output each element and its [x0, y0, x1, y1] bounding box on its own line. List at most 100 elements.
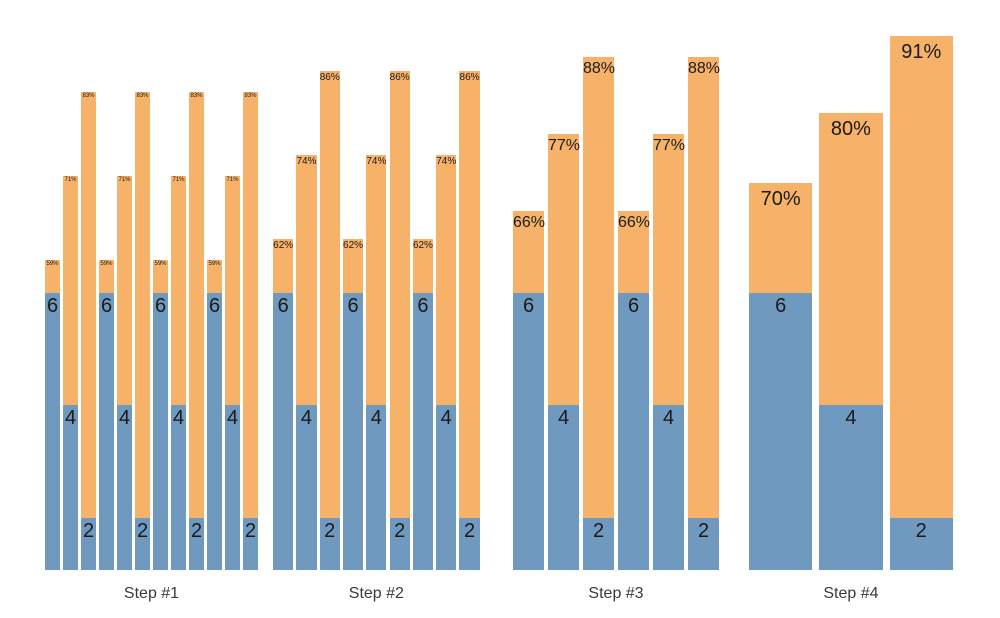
bar-percentage-label: 59% [46, 261, 59, 267]
bar-count-label: 4 [300, 407, 312, 429]
stacked-bar-blue-segment: 6 [153, 293, 168, 570]
bar-percentage-label: 91% [901, 41, 942, 63]
bar-percentage-label: 66% [513, 214, 546, 231]
bar-percentage-label: 83% [190, 93, 203, 99]
bar-percentage-label: 59% [208, 261, 221, 267]
bar-count-label: 2 [915, 520, 927, 542]
stacked-bar-orange-segment: 86% [459, 71, 480, 570]
stacked-bar-blue-segment: 4 [819, 405, 883, 570]
stacked-bar-blue-segment: 2 [583, 518, 614, 570]
bar-percentage-label: 71% [64, 177, 77, 183]
bar-count-label: 2 [190, 520, 203, 542]
bar-count-label: 6 [347, 295, 359, 317]
bar-count-label: 4 [557, 407, 570, 429]
stacked-bar-blue-segment: 6 [618, 293, 649, 570]
stacked-bar-blue-segment: 4 [171, 405, 186, 570]
stacked-bar-blue-segment: 6 [45, 293, 60, 570]
stacked-bar-blue-segment: 2 [81, 518, 96, 570]
bar-count-label: 6 [775, 295, 787, 317]
stacked-bar-orange-segment: 83% [243, 92, 258, 570]
stacked-bar-blue-segment: 4 [63, 405, 78, 570]
bar-percentage-label: 71% [118, 177, 131, 183]
bar-count-label: 2 [394, 520, 406, 542]
bar-percentage-label: 74% [296, 156, 317, 167]
x-axis-category-label: Step #3 [588, 585, 644, 602]
bar-count-label: 6 [100, 295, 113, 317]
bar-count-label: 4 [226, 407, 239, 429]
stacked-bar-blue-segment: 4 [117, 405, 132, 570]
bar-percentage-label: 62% [273, 240, 294, 251]
bar-count-label: 2 [592, 520, 605, 542]
bar-count-label: 4 [662, 407, 675, 429]
bar-count-label: 6 [417, 295, 429, 317]
stacked-bar-blue-segment: 6 [99, 293, 114, 570]
bar-percentage-label: 71% [172, 177, 185, 183]
bar-count-label: 2 [82, 520, 95, 542]
bar-percentage-label: 62% [343, 240, 364, 251]
stacked-bar-blue-segment: 4 [436, 405, 457, 570]
bar-count-label: 4 [370, 407, 382, 429]
bar-count-label: 6 [154, 295, 167, 317]
stacked-bar-blue-segment: 2 [243, 518, 258, 570]
bar-percentage-label: 86% [389, 72, 410, 83]
stacked-bar-orange-segment: 91% [889, 36, 953, 570]
bar-count-label: 4 [118, 407, 131, 429]
bar-count-label: 4 [64, 407, 77, 429]
stacked-bar-blue-segment: 6 [412, 293, 434, 570]
stacked-bar-blue-segment: 2 [889, 518, 953, 570]
stacked-bar-blue-segment: 6 [342, 293, 364, 570]
x-axis-category-label: Step #1 [123, 585, 180, 602]
stacked-bar-blue-segment: 4 [653, 405, 684, 570]
stacked-bar-blue-segment: 4 [548, 405, 579, 570]
bar-percentage-label: 70% [760, 188, 801, 210]
bar-percentage-label: 80% [830, 118, 871, 140]
stacked-bar-blue-segment: 4 [296, 405, 317, 570]
bar-percentage-label: 86% [459, 72, 480, 83]
bar-count-label: 2 [136, 520, 149, 542]
bar-percentage-label: 66% [618, 214, 651, 231]
stacked-bar-blue-segment: 6 [749, 293, 813, 570]
bar-percentage-label: 77% [653, 137, 686, 154]
bar-count-label: 6 [627, 295, 640, 317]
bar-count-label: 2 [244, 520, 257, 542]
stacked-bar-blue-segment: 6 [513, 293, 544, 570]
x-axis-category-label: Step #2 [348, 585, 404, 602]
bar-count-label: 2 [697, 520, 710, 542]
bar-percentage-label: 62% [412, 240, 433, 251]
bar-percentage-label: 83% [136, 93, 149, 99]
stacked-bar-orange-segment: 86% [389, 71, 410, 570]
bar-percentage-label: 71% [226, 177, 239, 183]
stacked-bar-blue-segment: 2 [389, 518, 410, 570]
bar-count-label: 6 [277, 295, 289, 317]
bar-percentage-label: 74% [436, 156, 457, 167]
bar-count-label: 2 [324, 520, 336, 542]
bar-count-label: 4 [172, 407, 185, 429]
stacked-bar-orange-segment: 83% [189, 92, 204, 570]
stacked-bar-blue-segment: 6 [273, 293, 294, 570]
bar-percentage-label: 59% [100, 261, 113, 267]
stacked-bar-blue-segment: 2 [319, 518, 340, 570]
bar-percentage-label: 88% [688, 60, 721, 77]
stacked-bar-orange-segment: 86% [319, 71, 340, 570]
bar-count-label: 6 [522, 295, 535, 317]
bar-percentage-label: 88% [583, 60, 616, 77]
stacked-bar-orange-segment: 83% [135, 92, 150, 570]
bar-percentage-label: 83% [82, 93, 95, 99]
stacked-bar-orange-segment: 83% [81, 92, 96, 570]
stacked-bar-blue-segment: 2 [688, 518, 719, 570]
bar-count-label: 6 [46, 295, 59, 317]
bar-percentage-label: 86% [319, 72, 340, 83]
bar-count-label: 6 [208, 295, 221, 317]
stacked-bar-blue-segment: 4 [366, 405, 387, 570]
stacked-bar-blue-segment: 4 [225, 405, 240, 570]
stacked-bar-orange-segment: 88% [688, 57, 721, 570]
bar-count-label: 2 [463, 520, 476, 542]
stacked-bar-blue-segment: 2 [189, 518, 204, 570]
bar-percentage-label: 74% [366, 156, 387, 167]
bar-percentage-label: 59% [154, 261, 167, 267]
stacked-bar-blue-segment: 2 [135, 518, 150, 570]
bar-count-label: 4 [845, 407, 857, 429]
x-axis-category-label: Step #4 [823, 585, 879, 602]
bar-percentage-label: 77% [548, 137, 581, 154]
